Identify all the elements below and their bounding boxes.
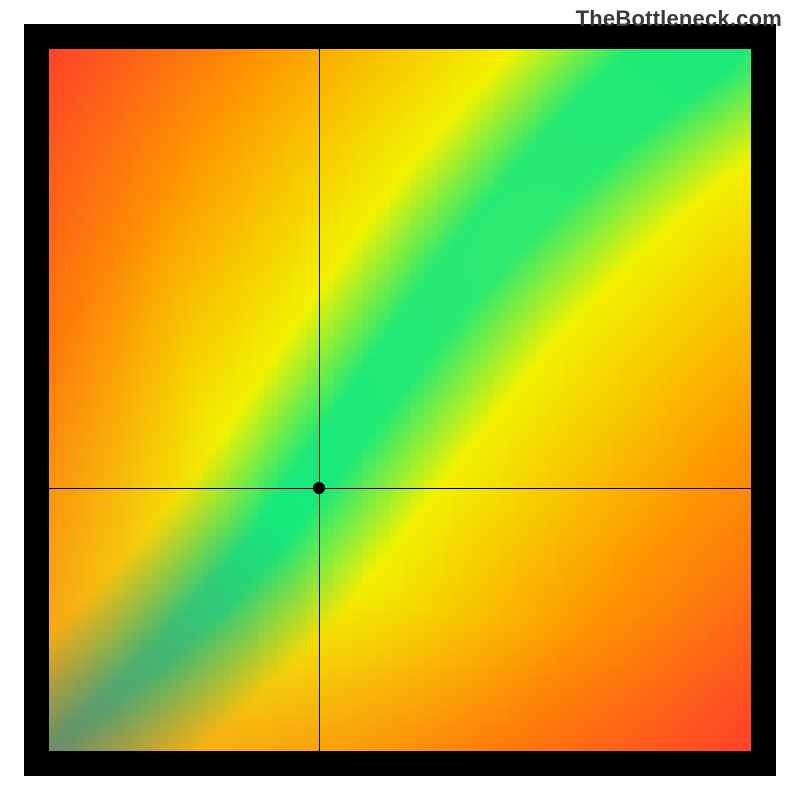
crosshair-horizontal [49, 488, 751, 489]
chart-outer-frame [24, 24, 776, 776]
heatmap-canvas [49, 49, 751, 751]
figure-container: TheBottleneck.com [0, 0, 800, 800]
watermark-text: TheBottleneck.com [576, 6, 782, 32]
selection-marker [313, 482, 325, 494]
heatmap-plot-area [49, 49, 751, 751]
crosshair-vertical [319, 49, 320, 751]
